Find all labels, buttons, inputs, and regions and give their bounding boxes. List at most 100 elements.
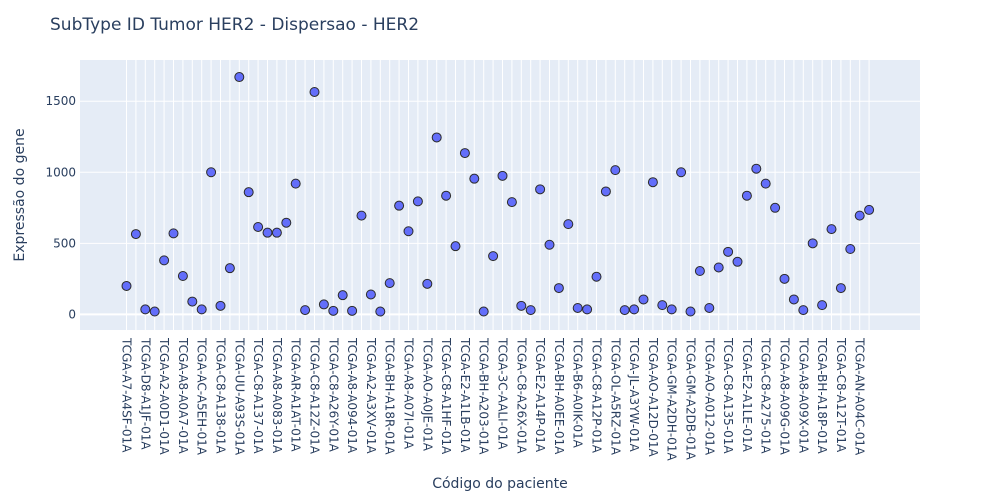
data-point[interactable] — [807, 238, 818, 249]
x-tick-label: TCGA-A8-A0A7-01A — [176, 337, 190, 455]
data-point[interactable] — [516, 300, 527, 311]
data-point[interactable] — [196, 304, 207, 315]
x-tick-label: TCGA-JL-A3YW-01A — [627, 337, 641, 452]
data-point[interactable] — [610, 165, 621, 176]
data-point[interactable] — [666, 304, 677, 315]
data-point[interactable] — [271, 227, 282, 238]
data-point[interactable] — [215, 300, 226, 311]
data-point[interactable] — [121, 280, 132, 291]
data-point[interactable] — [337, 290, 348, 301]
x-tick-label: TCGA-C8-A12T-01A — [834, 337, 848, 453]
data-point[interactable] — [497, 170, 508, 181]
data-point[interactable] — [431, 132, 442, 143]
data-point[interactable] — [450, 241, 461, 252]
data-point[interactable] — [732, 256, 743, 267]
data-point[interactable] — [619, 305, 630, 316]
data-point[interactable] — [441, 190, 452, 201]
data-point[interactable] — [375, 306, 386, 317]
data-point[interactable] — [525, 305, 536, 316]
data-point[interactable] — [187, 296, 198, 307]
data-point[interactable] — [394, 200, 405, 211]
x-tick-label: TCGA-A8-A083-01A — [270, 337, 284, 454]
data-point[interactable] — [300, 305, 311, 316]
data-point[interactable] — [234, 72, 245, 83]
data-point[interactable] — [365, 289, 376, 300]
data-point[interactable] — [140, 304, 151, 315]
x-tick-label: TCGA-B6-A0IK-01A — [571, 337, 585, 449]
data-point[interactable] — [676, 167, 687, 178]
data-point[interactable] — [318, 299, 329, 310]
y-tick-label: 1500 — [45, 94, 76, 108]
data-point[interactable] — [347, 305, 358, 316]
data-point[interactable] — [770, 202, 781, 213]
x-tick-label: TCGA-C8-A12Z-01A — [308, 337, 322, 455]
x-tick-label: TCGA-BH-A203-01A — [477, 337, 491, 455]
data-point[interactable] — [506, 197, 517, 208]
data-point[interactable] — [553, 283, 564, 294]
data-point[interactable] — [760, 178, 771, 189]
data-point[interactable] — [647, 177, 658, 188]
data-point[interactable] — [685, 306, 696, 317]
x-tick-label: TCGA-A2-A0D1-01A — [157, 337, 171, 456]
data-point[interactable] — [290, 178, 301, 189]
y-tick-layer: 0 500 1000 1500 — [45, 94, 76, 321]
data-point[interactable] — [600, 186, 611, 197]
data-point[interactable] — [817, 300, 828, 311]
data-point[interactable] — [826, 224, 837, 235]
data-point[interactable] — [309, 86, 320, 97]
data-point[interactable] — [751, 163, 762, 174]
data-point[interactable] — [478, 306, 489, 317]
data-point[interactable] — [281, 217, 292, 228]
point-layer[interactable] — [121, 72, 875, 317]
x-tick-label: TCGA-BH-A0EE-01A — [552, 337, 566, 455]
data-point[interactable] — [328, 305, 339, 316]
data-point[interactable] — [572, 302, 583, 313]
data-point[interactable] — [845, 244, 856, 254]
data-point[interactable] — [469, 173, 480, 184]
data-point[interactable] — [262, 227, 273, 238]
data-point[interactable] — [535, 184, 546, 195]
data-point[interactable] — [864, 204, 875, 215]
data-point[interactable] — [788, 294, 799, 305]
data-point[interactable] — [694, 266, 705, 277]
data-point[interactable] — [412, 196, 423, 207]
data-point[interactable] — [629, 304, 640, 315]
data-point[interactable] — [159, 255, 170, 266]
x-tick-label: TCGA-AO-A012-01A — [702, 337, 716, 456]
data-point[interactable] — [544, 239, 555, 250]
x-tick-label: TCGA-GM-A2DB-01A — [684, 337, 698, 461]
data-point[interactable] — [253, 221, 264, 232]
data-point[interactable] — [657, 300, 668, 311]
data-point[interactable] — [779, 273, 790, 284]
data-point[interactable] — [704, 302, 715, 313]
data-point[interactable] — [206, 167, 217, 178]
x-tick-label: TCGA-OL-A5RZ-01A — [608, 337, 622, 456]
data-point[interactable] — [384, 278, 395, 289]
data-point[interactable] — [591, 271, 602, 282]
x-tick-label: TCGA-C8-A275-01A — [759, 337, 773, 454]
data-point[interactable] — [177, 271, 188, 281]
data-point[interactable] — [741, 190, 752, 201]
data-point[interactable] — [422, 278, 433, 289]
data-point[interactable] — [798, 305, 809, 316]
data-point[interactable] — [835, 283, 846, 294]
data-point[interactable] — [356, 210, 367, 221]
data-point[interactable] — [563, 219, 574, 230]
data-point[interactable] — [224, 263, 235, 274]
chart-title: SubType ID Tumor HER2 - Dispersao - HER2 — [50, 15, 419, 35]
data-point[interactable] — [723, 246, 734, 257]
data-point[interactable] — [168, 228, 179, 239]
data-point[interactable] — [713, 262, 724, 273]
data-point[interactable] — [403, 226, 414, 237]
data-point[interactable] — [638, 294, 649, 305]
data-point[interactable] — [243, 187, 254, 198]
data-point[interactable] — [459, 148, 470, 159]
data-point[interactable] — [854, 210, 865, 221]
data-point[interactable] — [582, 304, 593, 315]
data-point[interactable] — [488, 251, 499, 262]
data-point[interactable] — [130, 229, 141, 240]
x-tick-label: TCGA-E2-A14P-01A — [533, 337, 547, 453]
x-tick-label: TCGA-C8-A137-01A — [251, 337, 265, 454]
data-point[interactable] — [149, 306, 160, 317]
